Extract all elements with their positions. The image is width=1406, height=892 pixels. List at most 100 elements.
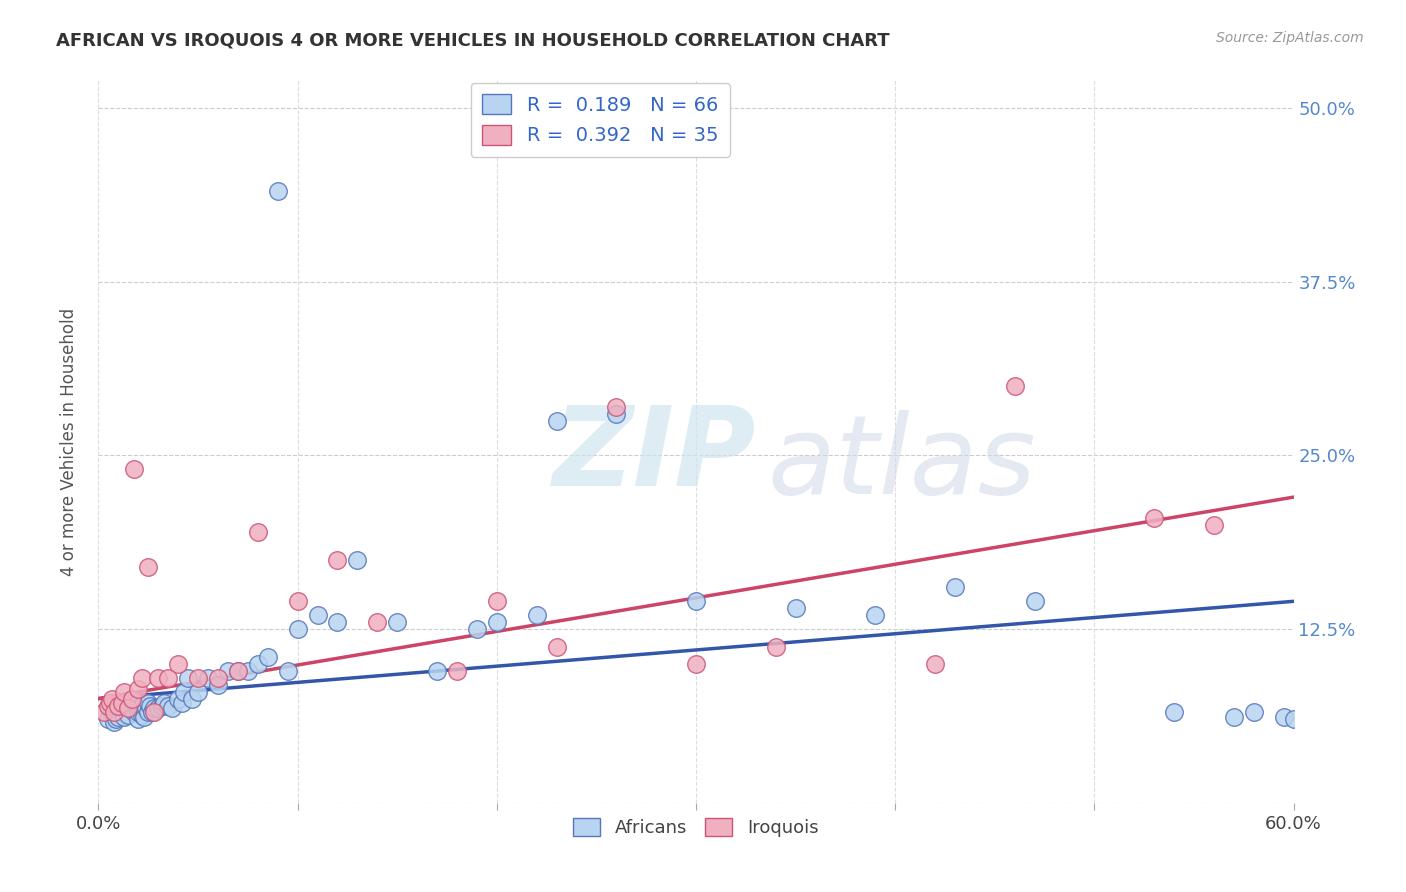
Point xyxy=(485,594,508,608)
Point xyxy=(1004,379,1026,393)
Legend: Africans, Iroquois: Africans, Iroquois xyxy=(567,811,825,845)
Text: atlas: atlas xyxy=(768,409,1036,516)
Point xyxy=(105,713,128,727)
Point xyxy=(107,698,129,713)
Point xyxy=(107,709,129,723)
Point xyxy=(1163,706,1185,720)
Point xyxy=(112,709,135,723)
Point xyxy=(157,698,180,713)
Y-axis label: 4 or more Vehicles in Household: 4 or more Vehicles in Household xyxy=(59,308,77,575)
Point xyxy=(943,581,966,595)
Point xyxy=(765,640,787,655)
Point xyxy=(111,706,134,720)
Point xyxy=(103,715,125,730)
Point xyxy=(131,671,153,685)
Point xyxy=(197,671,219,685)
Point xyxy=(129,701,152,715)
Point xyxy=(685,657,707,671)
Point xyxy=(134,709,156,723)
Text: Source: ZipAtlas.com: Source: ZipAtlas.com xyxy=(1216,31,1364,45)
Point xyxy=(346,552,368,566)
Point xyxy=(148,671,170,685)
Point xyxy=(167,691,190,706)
Point xyxy=(605,407,627,421)
Point xyxy=(287,594,309,608)
Point xyxy=(485,615,508,630)
Point xyxy=(446,664,468,678)
Point xyxy=(605,400,627,414)
Point xyxy=(546,414,568,428)
Text: AFRICAN VS IROQUOIS 4 OR MORE VEHICLES IN HOUSEHOLD CORRELATION CHART: AFRICAN VS IROQUOIS 4 OR MORE VEHICLES I… xyxy=(56,31,890,49)
Point xyxy=(526,608,548,623)
Point xyxy=(366,615,388,630)
Point xyxy=(924,657,946,671)
Point xyxy=(187,684,209,698)
Point xyxy=(150,698,173,713)
Point xyxy=(326,552,349,566)
Point xyxy=(287,622,309,636)
Point xyxy=(101,706,124,720)
Point xyxy=(111,696,134,710)
Point xyxy=(865,608,887,623)
Point xyxy=(124,706,146,720)
Point xyxy=(1143,511,1166,525)
Point xyxy=(97,713,120,727)
Point xyxy=(117,698,139,713)
Point xyxy=(124,462,146,476)
Point xyxy=(172,696,194,710)
Point xyxy=(101,691,124,706)
Point xyxy=(157,671,180,685)
Point xyxy=(1282,713,1305,727)
Point xyxy=(426,664,449,678)
Point xyxy=(207,671,229,685)
Point xyxy=(98,696,122,710)
Point xyxy=(207,678,229,692)
Point xyxy=(136,559,159,574)
Point xyxy=(177,671,200,685)
Point xyxy=(181,691,204,706)
Point xyxy=(326,615,349,630)
Point xyxy=(246,657,269,671)
Point xyxy=(127,713,149,727)
Point xyxy=(187,671,209,685)
Point xyxy=(121,691,143,706)
Point xyxy=(120,701,142,715)
Point xyxy=(143,706,166,720)
Point xyxy=(97,698,120,713)
Point xyxy=(256,649,278,664)
Point xyxy=(307,608,329,623)
Point xyxy=(1223,709,1246,723)
Point xyxy=(103,706,125,720)
Point xyxy=(1272,709,1295,723)
Point xyxy=(136,696,159,710)
Point xyxy=(117,701,139,715)
Point xyxy=(217,664,239,678)
Point xyxy=(131,708,153,723)
Point xyxy=(167,657,190,671)
Point xyxy=(148,701,170,715)
Point xyxy=(277,664,299,678)
Point xyxy=(173,684,195,698)
Point xyxy=(127,706,149,720)
Point xyxy=(136,706,159,720)
Point xyxy=(267,185,290,199)
Point xyxy=(1243,706,1265,720)
Point xyxy=(117,708,139,723)
Point xyxy=(785,601,807,615)
Point xyxy=(135,701,157,715)
Point xyxy=(226,664,249,678)
Point xyxy=(1202,517,1225,532)
Point xyxy=(465,622,488,636)
Point xyxy=(141,706,163,720)
Point xyxy=(160,701,183,715)
Point xyxy=(127,681,149,696)
Point xyxy=(1024,594,1046,608)
Point xyxy=(107,698,129,713)
Point xyxy=(685,594,707,608)
Point xyxy=(236,664,259,678)
Point xyxy=(93,706,115,720)
Point xyxy=(139,698,162,713)
Point xyxy=(124,696,146,710)
Point xyxy=(143,701,166,715)
Point xyxy=(153,696,176,710)
